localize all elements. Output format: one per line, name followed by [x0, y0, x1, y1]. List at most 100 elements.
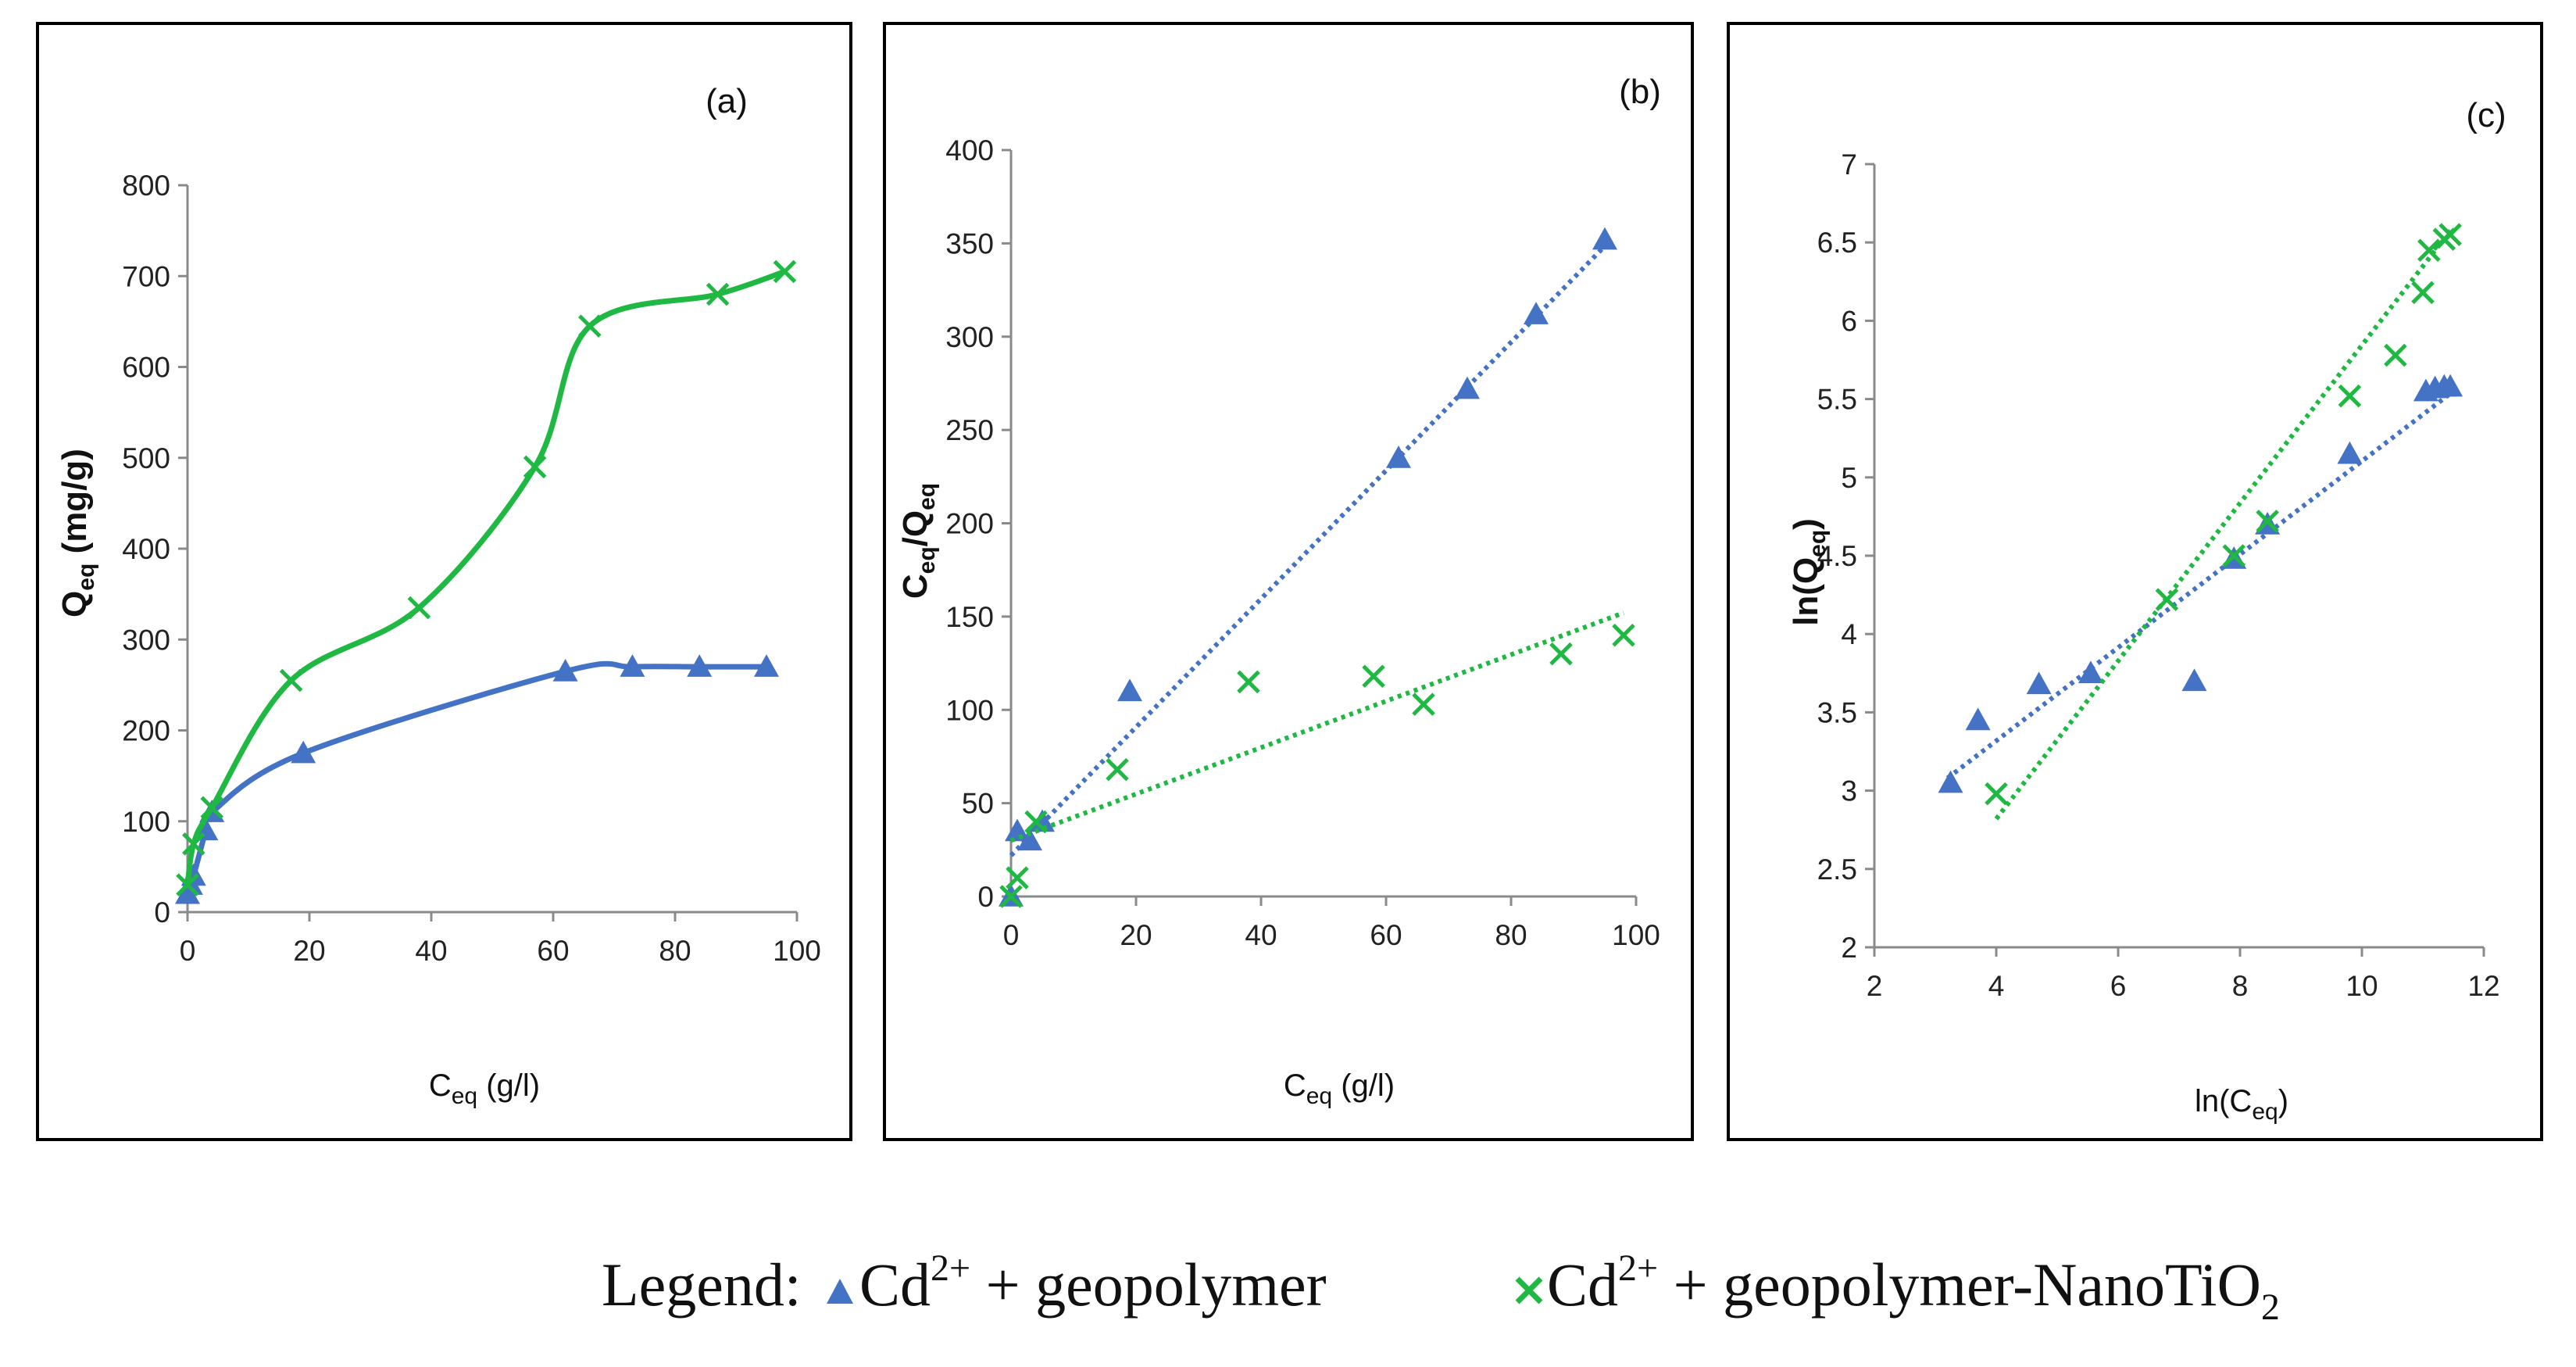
chart-b-xtick-label: 20	[1120, 919, 1152, 951]
chart-c-xtick-label: 2	[1867, 970, 1883, 1002]
chart-a-series	[175, 259, 797, 904]
chart-panel-b: 0 50 100 150 200 250 300 350 400 0 20 40 60 80 100 (b)…	[883, 22, 1694, 1141]
chart-b-xtick-label: 60	[1370, 919, 1402, 951]
chart-a-ticks: 0 100 200 300 400 500 600 700 800 0 20 40 60 80 100	[122, 170, 821, 967]
chart-c-axes	[1873, 164, 2484, 949]
chart-c-panel-label: (c)	[2466, 96, 2506, 134]
chart-c-xtick-label: 6	[2110, 970, 2127, 1002]
chart-c-xtick-label: 12	[2467, 970, 2499, 1002]
legend-series2-label: Cd2+ + geopolymer-NanoTiO2	[1547, 1247, 2280, 1328]
chart-c-series2-point	[1985, 782, 2008, 806]
chart-b-ytick-label: 300	[945, 321, 994, 353]
chart-b-ticks: 0 50 100 150 200 250 300 350 400 0 20 40 60 80 100	[945, 134, 1660, 951]
chart-a-series2-point	[182, 832, 205, 856]
chart-b-ytick-label: 100	[945, 694, 994, 726]
chart-b-series1-trendline	[1009, 238, 1613, 857]
chart-b-series2-trendline	[1009, 610, 1625, 843]
chart-b-ylabel: Ceq/Qeq	[896, 483, 940, 599]
legend-x-marker-icon	[1515, 1276, 1543, 1304]
chart-a-series2-point	[773, 259, 797, 284]
chart-c-ytick-label: 5.5	[1817, 384, 1857, 416]
chart-c-ytick-label: 6.5	[1817, 227, 1857, 259]
chart-b-svg: 0 50 100 150 200 250 300 350 400 0 20 40 60 80 100 (b)…	[896, 73, 1661, 1109]
chart-c-series2-trendline	[1994, 225, 2456, 821]
chart-c-series2-point	[2256, 510, 2279, 533]
chart-b-xtick-label: 80	[1495, 919, 1527, 951]
legend-series1-label: Cd2+ + geopolymer	[859, 1247, 1327, 1319]
chart-c-series2-point	[2417, 238, 2441, 262]
chart-b-series1-point	[1017, 828, 1042, 851]
chart-b-series2-point	[1412, 692, 1435, 716]
chart-b-series2-point	[1006, 866, 1029, 889]
chart-c-xtick-label: 4	[1988, 970, 2005, 1002]
chart-b-series2-point	[1237, 670, 1260, 694]
chart-a-panel-label: (a)	[706, 82, 748, 120]
chart-a-ytick-label: 700	[122, 260, 170, 292]
chart-b-xtick-label: 40	[1245, 919, 1277, 951]
chart-b-ytick-label: 0	[977, 881, 994, 913]
chart-c-ticks: 2 2.5 3 3.5 4 4.5 5 5.5 6 6.5 7 2 4 6 8 10 12	[1817, 149, 2500, 1002]
chart-c-series2-point	[2384, 343, 2407, 367]
chart-c-ytick-label: 3.5	[1817, 696, 1857, 728]
chart-a-xtick-label: 100	[773, 935, 821, 967]
chart-b-series2-point	[1024, 810, 1048, 834]
chart-a-series1-point	[291, 740, 316, 764]
chart-c-svg: 2 2.5 3 3.5 4 4.5 5 5.5 6 6.5 7 2 4 6 8 10 12 (c) ln(Qeq…	[1787, 96, 2506, 1125]
chart-b-ytick-label: 350	[945, 227, 994, 259]
chart-b-xlabel: Ceq (g/l)	[1284, 1068, 1395, 1109]
chart-c-series1-point	[1965, 707, 1991, 731]
chart-c-series1-point	[2181, 668, 2207, 692]
chart-c-series2-point	[2155, 588, 2179, 611]
chart-c-ytick-label: 2	[1841, 932, 1857, 964]
chart-c-series1-point	[2438, 374, 2463, 397]
chart-a-svg: 0 100 200 300 400 500 600 700 800 0 20 40 60 80 100 (a…	[55, 82, 821, 1109]
chart-b-series1-point	[1117, 678, 1142, 702]
chart-a-series2-point	[279, 668, 303, 692]
chart-a-ytick-label: 800	[122, 170, 170, 202]
chart-a-series1-point	[754, 654, 779, 677]
chart-c-xtick-label: 10	[2346, 970, 2378, 1002]
chart-c-xtick-label: 8	[2232, 970, 2249, 1002]
chart-c-series2-point	[2438, 223, 2462, 246]
chart-a-xtick-label: 60	[537, 935, 569, 967]
chart-b-series2-point	[1362, 664, 1385, 689]
chart-a-series1-point	[687, 654, 713, 677]
chart-c-ytick-label: 5	[1841, 462, 1857, 494]
legend-triangle-icon	[827, 1279, 853, 1304]
chart-b-series1-point	[1592, 227, 1617, 250]
chart-b-ytick-label: 150	[945, 601, 994, 633]
chart-c-ytick-label: 2.5	[1817, 853, 1857, 886]
chart-a-xtick-label: 0	[180, 935, 196, 967]
chart-a-series1-point	[552, 658, 578, 682]
chart-b-series1-point	[1005, 818, 1030, 842]
chart-b-series	[999, 227, 1635, 908]
chart-a-series2-point	[200, 796, 223, 820]
chart-a-ytick-label: 100	[122, 806, 170, 838]
chart-a-xlabel: Ceq (g/l)	[429, 1068, 540, 1109]
chart-c-series1-point	[2337, 441, 2363, 464]
chart-a-series2-point	[523, 455, 547, 479]
chart-c-ytick-label: 7	[1841, 149, 1857, 181]
chart-b-ytick-label: 200	[945, 508, 994, 540]
chart-a-ytick-label: 500	[122, 442, 170, 474]
chart-b-ytick-label: 50	[962, 788, 994, 820]
chart-a-series2-curve	[184, 269, 786, 886]
chart-b-ytick-label: 250	[945, 414, 994, 446]
chart-b-xtick-label: 100	[1612, 919, 1660, 951]
chart-a-xtick-label: 40	[415, 935, 447, 967]
chart-b-series2-point	[1612, 623, 1635, 647]
chart-b-series1-point	[1386, 445, 1411, 468]
chart-a-series2-point	[176, 873, 199, 896]
chart-a-ytick-label: 0	[154, 896, 170, 929]
chart-b-series2-point	[1106, 757, 1129, 782]
chart-b-axes	[1009, 150, 1636, 898]
chart-b-ytick-label: 400	[945, 134, 994, 166]
chart-panel-a: 0 100 200 300 400 500 600 700 800 0 20 40 60 80 100 (a…	[36, 22, 852, 1141]
chart-c-series1-point	[2078, 660, 2103, 684]
chart-a-ytick-label: 300	[122, 624, 170, 656]
chart-c-ylabel: ln(Qeq)	[1787, 518, 1831, 626]
chart-a-series2-point	[578, 314, 602, 338]
chart-a-ylabel: Qeq (mg/g)	[55, 449, 99, 617]
legend: Legend: Cd2+ + geopolymer Cd2+ + geopoly…	[602, 1247, 2280, 1328]
chart-a-ytick-label: 600	[122, 352, 170, 384]
